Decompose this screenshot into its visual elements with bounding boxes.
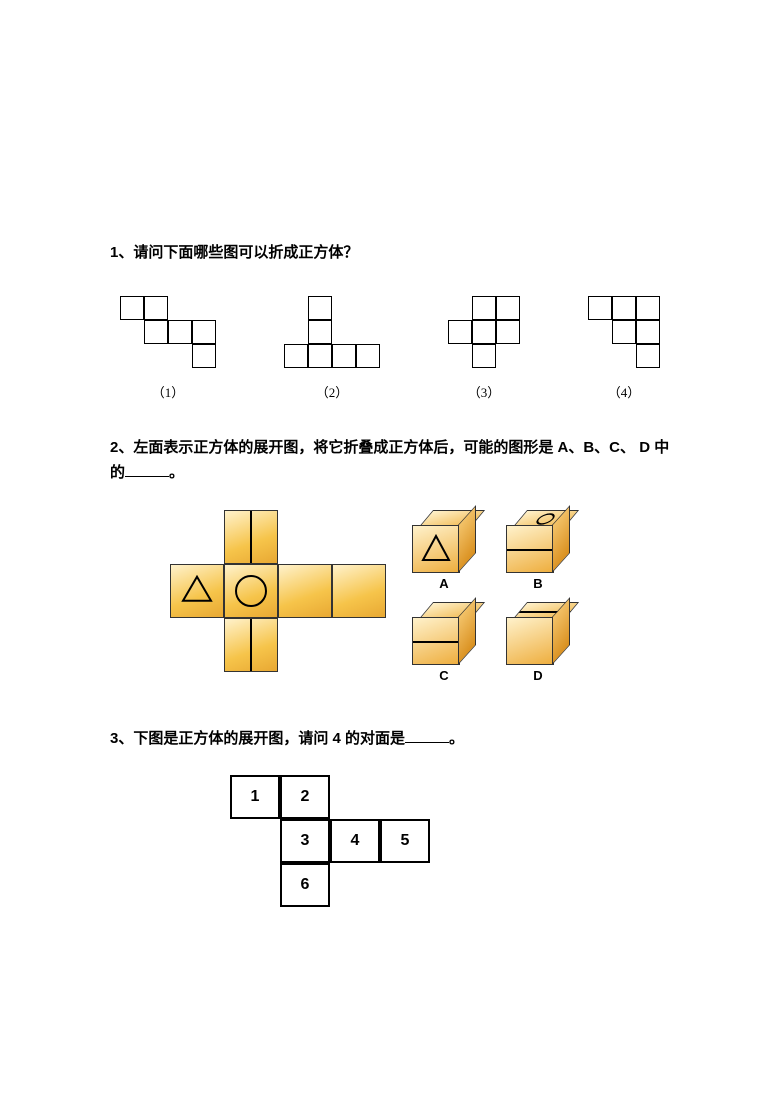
q2-cubes: A B — [406, 510, 576, 686]
q3-cell-6: 6 — [280, 863, 330, 907]
net-cell — [472, 296, 496, 320]
q1-net-1: （1） — [120, 296, 216, 401]
cube-b-front — [506, 525, 554, 573]
net-label: （4） — [608, 382, 641, 401]
cube-a-label: A — [439, 576, 448, 591]
net-cell — [496, 296, 520, 320]
cube-b-label: B — [533, 576, 542, 591]
net-cell — [612, 320, 636, 344]
cube-c: C — [406, 602, 482, 686]
net-cell — [120, 296, 144, 320]
net-face-bottom — [224, 618, 278, 672]
cube-d-label: D — [533, 668, 542, 683]
net-face-top — [224, 510, 278, 564]
q3-cell-1: 1 — [230, 775, 280, 819]
net-face-mid1 — [224, 564, 278, 618]
net-cell — [308, 320, 332, 344]
net-cell — [332, 344, 356, 368]
net-cell — [496, 320, 520, 344]
net-label: （1） — [152, 382, 185, 401]
q3-text-a: 3、下图是正方体的展开图，请问 4 的对面是 — [110, 730, 405, 747]
net-cell — [636, 344, 660, 368]
q1-text: 1、请问下面哪些图可以折成正方体？ — [110, 240, 670, 266]
line-icon — [507, 549, 553, 551]
cube-d: D — [500, 602, 576, 686]
net-cell — [636, 320, 660, 344]
net-cell — [636, 296, 660, 320]
net-cell — [308, 296, 332, 320]
q3-cell-4: 4 — [330, 819, 380, 863]
cube-c-label: C — [439, 668, 448, 683]
net-cell — [612, 296, 636, 320]
line-icon — [413, 641, 459, 643]
q3-text-b: 。 — [449, 730, 464, 747]
q1-net-3: （3） — [448, 296, 520, 401]
net-face-right — [332, 564, 386, 618]
net-label: （2） — [316, 382, 349, 401]
net-cell — [168, 320, 192, 344]
q1-net-4: （4） — [588, 296, 660, 401]
q1-net-2: （2） — [284, 296, 380, 401]
net-label: （3） — [468, 382, 501, 401]
circle-icon — [235, 575, 267, 607]
net-face-mid2 — [278, 564, 332, 618]
worksheet-page: 1、请问下面哪些图可以折成正方体？ （1） （2） （3） （4） 2、左面表示正方体… — [0, 0, 780, 973]
q2-text-a: 2、左面表示正方体的展开图，将它折叠成正方体后，可能的图形是 A、B、C、 — [110, 439, 635, 456]
net-grid — [284, 296, 380, 368]
q2-net — [170, 510, 386, 672]
q1-figures: （1） （2） （3） （4） — [120, 296, 660, 401]
net-cell — [284, 344, 308, 368]
triangle-icon — [413, 526, 459, 572]
q3-figure: 12345 6 — [230, 775, 436, 913]
triangle-icon — [181, 574, 213, 602]
cube-a: A — [406, 510, 482, 594]
q2-blank — [125, 461, 169, 477]
net-cell — [448, 320, 472, 344]
cube-b: B — [500, 510, 576, 594]
q3-cell-5: 5 — [380, 819, 430, 863]
q2-text-c: 。 — [169, 464, 184, 481]
net-grid — [120, 296, 216, 368]
net-cell — [192, 344, 216, 368]
q3-cell-3: 3 — [280, 819, 330, 863]
net-grid — [588, 296, 660, 368]
q2-text: 2、左面表示正方体的展开图，将它折叠成正方体后，可能的图形是 A、B、C、 D … — [110, 435, 670, 486]
q3-text: 3、下图是正方体的展开图，请问 4 的对面是 。 — [110, 726, 670, 752]
net-cell — [144, 320, 168, 344]
net-cell — [472, 344, 496, 368]
q3-blank — [405, 727, 449, 743]
net-cell — [588, 296, 612, 320]
net-face-left — [170, 564, 224, 618]
net-cell — [144, 296, 168, 320]
net-grid — [448, 296, 520, 368]
net-cell — [192, 320, 216, 344]
net-cell — [472, 320, 496, 344]
net-cell — [356, 344, 380, 368]
q2-figure: A B — [170, 510, 670, 686]
net-cell — [308, 344, 332, 368]
cube-c-front — [412, 617, 460, 665]
q3-cell-2: 2 — [280, 775, 330, 819]
cube-a-front — [412, 525, 460, 573]
